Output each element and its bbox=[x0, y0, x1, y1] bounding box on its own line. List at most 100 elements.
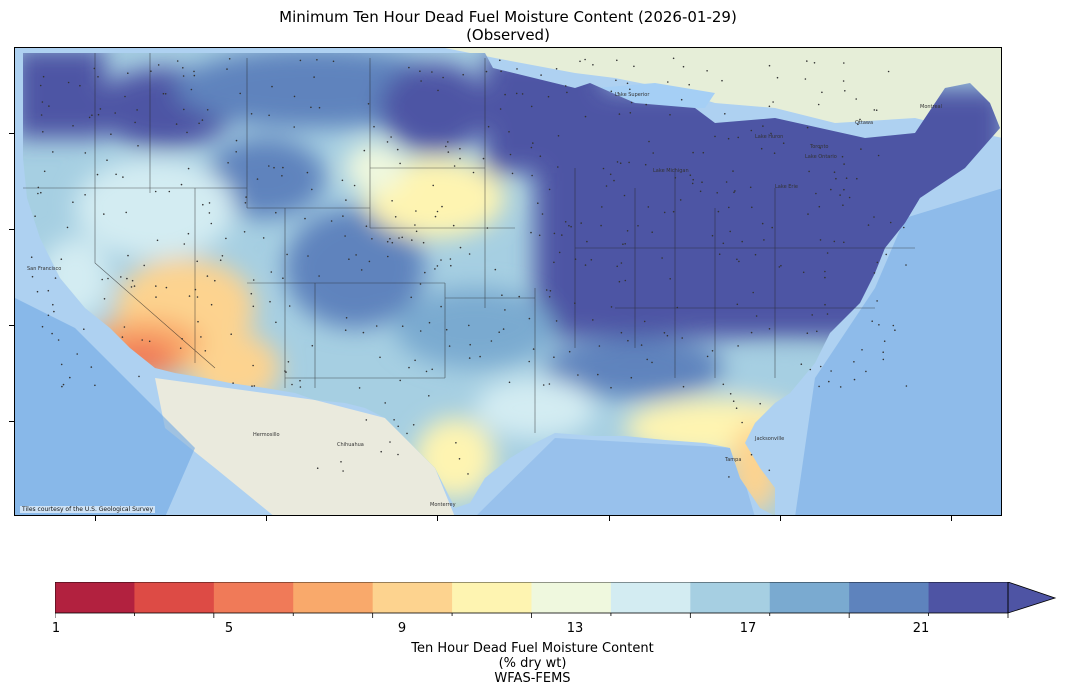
station-marker bbox=[127, 254, 129, 257]
station-marker bbox=[310, 106, 312, 109]
station-marker bbox=[574, 302, 576, 304]
station-marker bbox=[628, 161, 630, 164]
map-attribution: Tiles courtesy of the U.S. Geological Su… bbox=[20, 506, 156, 513]
station-marker bbox=[93, 67, 96, 70]
station-marker bbox=[780, 264, 782, 267]
station-marker bbox=[718, 253, 721, 255]
station-marker bbox=[580, 222, 582, 224]
station-marker bbox=[183, 243, 186, 245]
station-marker bbox=[878, 324, 880, 326]
station-marker bbox=[187, 232, 190, 235]
station-marker bbox=[682, 385, 685, 388]
station-marker bbox=[330, 220, 333, 222]
station-marker bbox=[206, 109, 209, 111]
colorbar-segment bbox=[690, 582, 771, 613]
station-marker bbox=[414, 224, 416, 226]
station-marker bbox=[819, 147, 821, 149]
station-marker bbox=[521, 93, 524, 95]
station-marker bbox=[114, 112, 116, 114]
station-marker bbox=[316, 59, 318, 61]
station-marker bbox=[386, 240, 389, 243]
station-marker bbox=[516, 68, 518, 70]
station-marker bbox=[318, 106, 321, 109]
station-marker bbox=[273, 166, 275, 169]
station-marker bbox=[754, 253, 757, 256]
station-marker bbox=[186, 131, 188, 134]
station-marker bbox=[669, 278, 671, 280]
station-marker bbox=[885, 253, 887, 256]
station-marker bbox=[692, 151, 694, 154]
station-marker bbox=[717, 210, 720, 213]
station-marker bbox=[651, 361, 653, 364]
colorbar-extend-arrow bbox=[1007, 582, 1057, 614]
station-marker bbox=[499, 108, 502, 110]
station-marker bbox=[250, 292, 253, 295]
station-marker bbox=[299, 386, 302, 388]
map-panel[interactable]: San Francisco Chihuahua Hermosillo Monte… bbox=[14, 47, 1002, 516]
station-marker bbox=[867, 224, 870, 226]
place-label-jacksonville: Jacksonville bbox=[754, 436, 784, 442]
station-marker bbox=[806, 60, 808, 62]
station-marker bbox=[412, 424, 415, 426]
station-marker bbox=[903, 226, 905, 229]
station-marker bbox=[268, 165, 270, 167]
station-marker bbox=[447, 151, 450, 153]
station-marker bbox=[555, 320, 558, 322]
station-marker bbox=[722, 242, 725, 245]
station-marker bbox=[436, 210, 439, 213]
station-marker bbox=[408, 366, 410, 369]
station-marker bbox=[548, 188, 551, 191]
station-marker bbox=[616, 265, 618, 268]
station-marker bbox=[679, 199, 682, 201]
station-marker bbox=[721, 79, 723, 82]
station-marker bbox=[674, 177, 677, 179]
station-marker bbox=[60, 258, 63, 260]
place-label-san-francisco: San Francisco bbox=[27, 266, 61, 272]
station-marker bbox=[843, 62, 845, 64]
station-marker bbox=[557, 135, 560, 137]
station-marker bbox=[293, 95, 296, 98]
station-marker bbox=[431, 71, 433, 73]
station-marker bbox=[485, 70, 488, 73]
station-marker bbox=[692, 178, 694, 181]
station-marker bbox=[97, 113, 100, 116]
station-marker bbox=[504, 309, 506, 311]
station-marker bbox=[214, 279, 216, 282]
station-marker bbox=[355, 254, 357, 256]
station-marker bbox=[875, 109, 878, 111]
station-marker bbox=[843, 163, 845, 165]
place-label-lake-superior: Lake Superior bbox=[615, 92, 650, 98]
station-marker bbox=[811, 314, 813, 316]
station-marker bbox=[365, 419, 368, 421]
station-marker bbox=[72, 125, 74, 127]
canada-land bbox=[445, 48, 1001, 138]
station-marker bbox=[605, 185, 608, 187]
station-marker bbox=[861, 349, 863, 351]
station-marker bbox=[396, 148, 399, 151]
station-marker bbox=[479, 355, 481, 358]
colorbar-segment bbox=[928, 582, 1009, 613]
station-marker bbox=[422, 241, 425, 244]
station-marker bbox=[561, 234, 563, 236]
station-marker bbox=[84, 194, 86, 196]
station-marker bbox=[452, 224, 455, 227]
station-marker bbox=[843, 241, 845, 244]
station-marker bbox=[197, 320, 199, 323]
station-marker bbox=[724, 113, 726, 115]
station-marker bbox=[564, 221, 567, 223]
station-marker bbox=[434, 268, 436, 270]
station-marker bbox=[179, 347, 182, 350]
station-marker bbox=[239, 92, 241, 95]
station-marker bbox=[882, 358, 885, 361]
station-marker bbox=[750, 331, 753, 334]
station-marker bbox=[252, 364, 254, 367]
station-marker bbox=[763, 239, 765, 241]
station-marker bbox=[219, 259, 222, 261]
station-marker bbox=[285, 371, 287, 373]
station-marker bbox=[839, 386, 842, 388]
station-marker bbox=[230, 333, 232, 336]
station-marker bbox=[661, 257, 663, 259]
station-marker bbox=[871, 320, 873, 323]
station-marker bbox=[181, 338, 183, 340]
station-marker bbox=[530, 146, 533, 149]
